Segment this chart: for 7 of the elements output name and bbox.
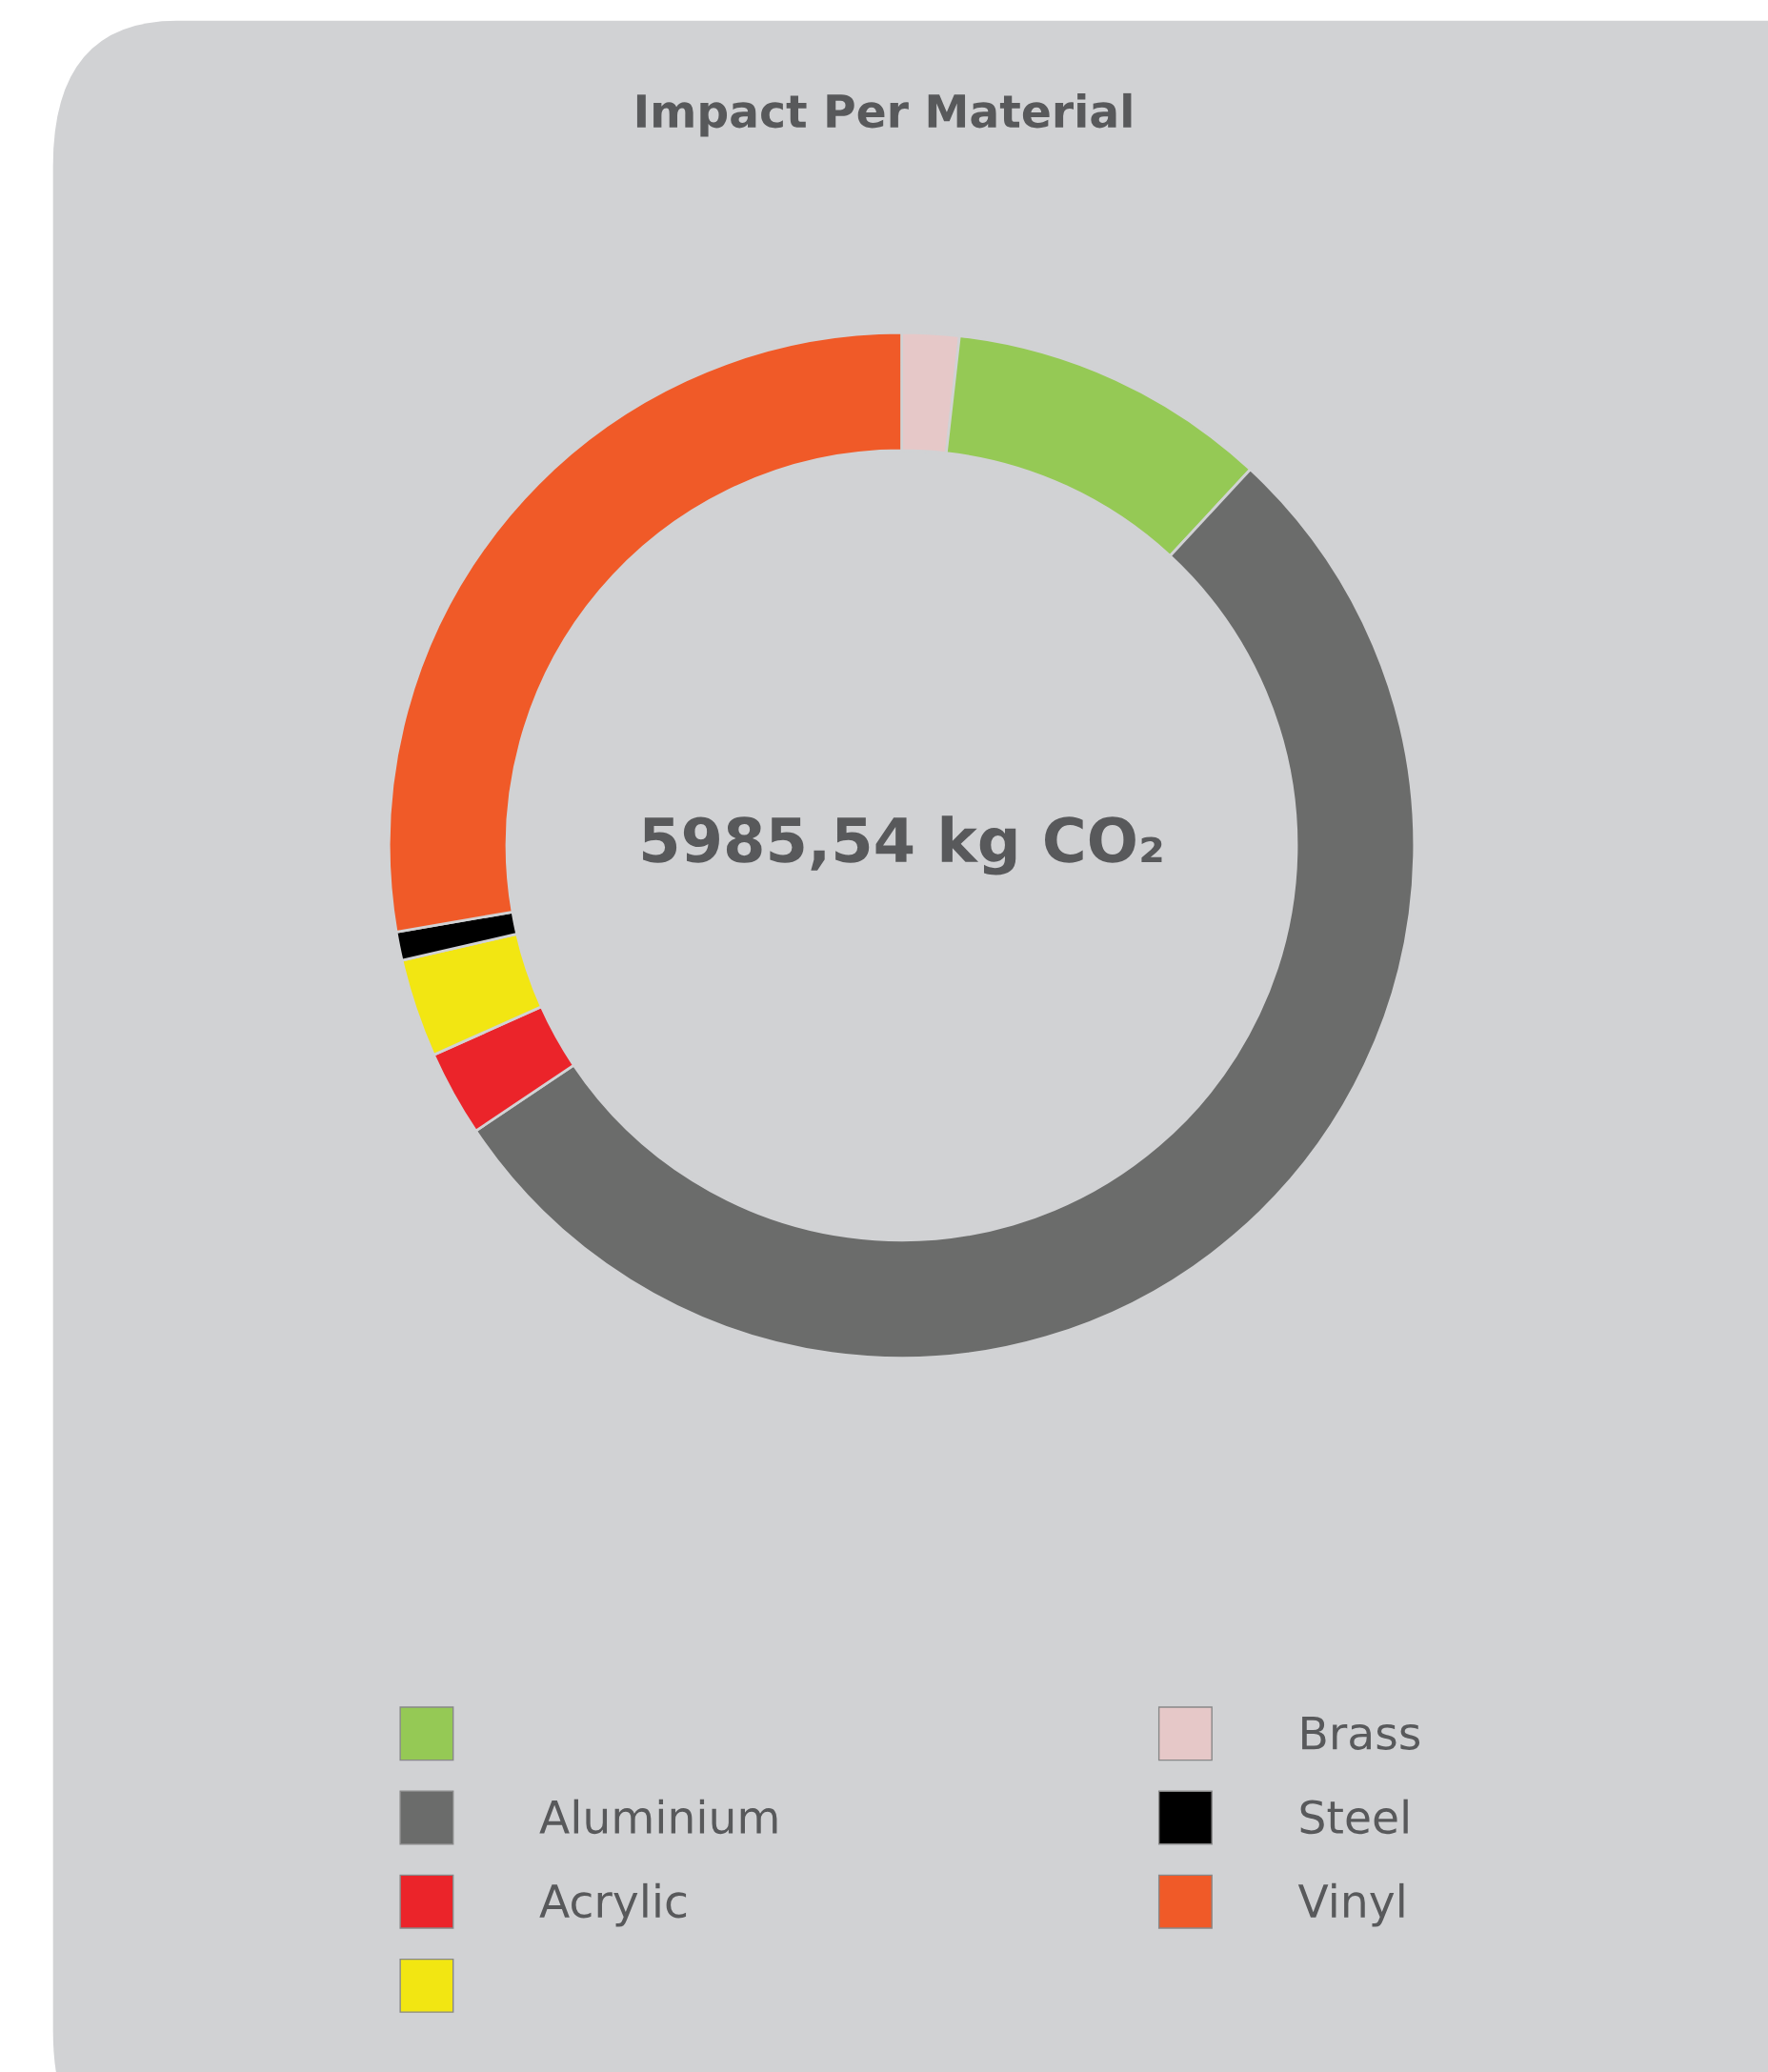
legend-label: Brass: [1302, 1716, 1420, 1750]
legend-label: Vinyl: [1297, 1882, 1404, 1927]
chart-title: Impact Per Material: [636, 92, 1132, 137]
legend-label: Steel: [1300, 1799, 1408, 1835]
text: 5985,54 kg CO₂: [643, 815, 1162, 875]
legend-label: Acrylic: [539, 1882, 687, 1927]
legend-label: Aluminium: [539, 1799, 777, 1835]
